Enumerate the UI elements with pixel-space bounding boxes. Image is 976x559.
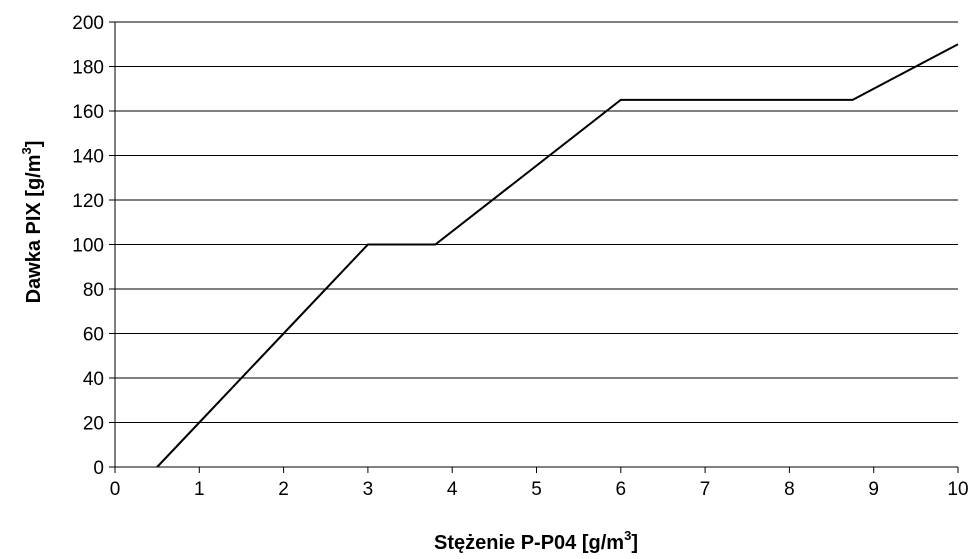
x-axis-title-superscript: 3: [624, 528, 631, 543]
y-axis-title: Dawka PIX [g/m3]: [19, 141, 45, 304]
x-tick-label-6: 6: [616, 479, 627, 500]
y-tick-label-10: 200: [72, 13, 104, 34]
y-tick-label-4: 80: [83, 280, 104, 301]
y-tick-label-2: 40: [83, 369, 104, 390]
series-layer: [156, 43, 959, 468]
axes: [109, 21, 959, 473]
x-axis-title: Stężenie P-P04 [g/m3]: [434, 528, 638, 554]
x-axis-title-tail: ]: [631, 532, 638, 554]
x-tick-label-5: 5: [531, 479, 542, 500]
y-tick-label-6: 120: [72, 191, 104, 212]
x-tick-label-7: 7: [700, 479, 711, 500]
x-tick-label-1: 1: [194, 479, 205, 500]
y-tick-label-0: 0: [93, 458, 104, 479]
tick-labels: 0 20 40 60 80 100 120 140 160 180 200 0 1 2 3 4 5 6 7 8 9 10: [72, 13, 968, 500]
x-tick-label-8: 8: [784, 479, 795, 500]
x-tick-label-4: 4: [447, 479, 458, 500]
x-tick-label-0: 0: [110, 479, 121, 500]
series-line-0: [156, 43, 959, 468]
y-axis-title-tail: ]: [23, 141, 45, 148]
y-tick-label-8: 160: [72, 102, 104, 123]
y-tick-label-7: 140: [72, 147, 104, 168]
x-tick-label-10: 10: [947, 479, 968, 500]
y-axis-title-superscript: 3: [19, 147, 34, 154]
gridlines: [115, 21, 958, 423]
x-axis-title-main: Stężenie P-P04 [g/m: [434, 532, 624, 554]
x-tick-label-2: 2: [278, 479, 289, 500]
x-tick-label-3: 3: [363, 479, 374, 500]
y-tick-label-3: 60: [83, 325, 104, 346]
y-tick-label-9: 180: [72, 58, 104, 79]
y-axis-title-main: Dawka PIX [g/m: [23, 154, 45, 303]
y-tick-label-5: 100: [72, 236, 104, 257]
x-tick-label-9: 9: [868, 479, 879, 500]
y-tick-label-1: 20: [83, 414, 104, 435]
